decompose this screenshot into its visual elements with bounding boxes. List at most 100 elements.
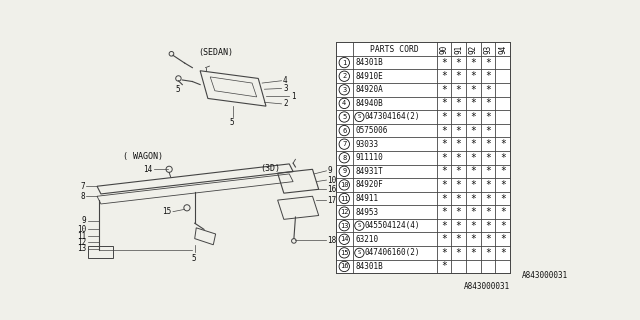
Text: 2: 2 [283,99,287,108]
Text: A843000031: A843000031 [522,271,568,280]
Text: *: * [470,112,476,122]
Text: *: * [500,153,506,163]
Text: 10: 10 [327,176,337,185]
Text: *: * [470,166,476,176]
Text: *: * [470,71,476,81]
Text: *: * [441,234,447,244]
Text: 6: 6 [342,128,346,133]
Text: 84931T: 84931T [355,167,383,176]
Text: *: * [485,248,491,258]
Text: *: * [485,98,491,108]
Text: *: * [441,71,447,81]
Text: ( WAGON): ( WAGON) [123,152,163,161]
Text: *: * [456,180,461,190]
Text: S: S [358,250,361,255]
Text: *: * [470,180,476,190]
Text: *: * [456,194,461,204]
Text: *: * [470,207,476,217]
Text: 14: 14 [340,236,349,242]
Text: 84301B: 84301B [355,58,383,67]
Text: 045504124(4): 045504124(4) [364,221,420,230]
Text: *: * [441,153,447,163]
Text: 15: 15 [162,207,172,216]
Bar [336,42,510,273]
Text: 1: 1 [342,60,346,66]
Text: 84940B: 84940B [355,99,383,108]
Text: *: * [500,180,506,190]
Text: 84953: 84953 [355,208,378,217]
Text: 3: 3 [283,84,287,93]
Text: *: * [441,221,447,231]
Text: *: * [500,166,506,176]
Text: 84910E: 84910E [355,72,383,81]
Text: *: * [485,139,491,149]
Text: *: * [456,166,461,176]
Text: *: * [456,71,461,81]
Text: *: * [470,153,476,163]
Text: *: * [500,194,506,204]
Text: *: * [485,180,491,190]
Text: *: * [456,153,461,163]
Text: *: * [441,166,447,176]
Text: 94: 94 [499,44,508,54]
Text: 5: 5 [175,85,180,94]
Text: (3D): (3D) [260,164,280,173]
Text: *: * [485,166,491,176]
Text: *: * [470,85,476,95]
Text: A843000031: A843000031 [464,283,510,292]
Text: 9: 9 [81,216,86,225]
Text: *: * [470,58,476,68]
Text: 93: 93 [484,44,493,54]
Text: 13: 13 [340,223,349,229]
Text: *: * [500,139,506,149]
Text: *: * [441,85,447,95]
Text: 11: 11 [340,196,349,202]
Text: 12: 12 [340,209,349,215]
Text: *: * [441,58,447,68]
Text: *: * [470,248,476,258]
Text: 5: 5 [230,118,234,127]
Text: *: * [485,125,491,136]
Text: 911110: 911110 [355,153,383,162]
Text: *: * [485,85,491,95]
Text: *: * [456,58,461,68]
Text: *: * [500,221,506,231]
Text: 93033: 93033 [355,140,378,149]
Text: 15: 15 [340,250,349,256]
Text: (SEDAN): (SEDAN) [198,48,233,57]
Text: *: * [456,221,461,231]
Text: 10: 10 [340,182,349,188]
Text: *: * [500,207,506,217]
Text: *: * [441,261,447,271]
Text: *: * [441,125,447,136]
Text: 16: 16 [327,185,337,194]
Text: 14: 14 [143,165,152,174]
Text: 7: 7 [342,141,346,147]
Text: *: * [456,139,461,149]
Text: *: * [485,58,491,68]
Text: *: * [470,125,476,136]
Text: 9: 9 [327,166,332,175]
Text: 63210: 63210 [355,235,378,244]
Text: *: * [500,248,506,258]
Text: 3: 3 [342,87,346,93]
Text: 5: 5 [191,254,196,263]
Text: PARTS CORD: PARTS CORD [371,44,419,53]
Text: *: * [456,85,461,95]
Text: *: * [470,98,476,108]
Text: 7: 7 [80,182,84,191]
Text: *: * [470,221,476,231]
Text: *: * [456,125,461,136]
Text: *: * [470,194,476,204]
Text: *: * [485,221,491,231]
Text: *: * [470,234,476,244]
Text: *: * [441,194,447,204]
Text: 90: 90 [440,44,449,54]
Text: *: * [441,98,447,108]
Text: 84920F: 84920F [355,180,383,189]
Text: *: * [456,248,461,258]
Text: *: * [441,248,447,258]
Text: 4: 4 [342,100,346,106]
Text: 8: 8 [80,192,84,201]
Text: 91: 91 [454,44,463,54]
